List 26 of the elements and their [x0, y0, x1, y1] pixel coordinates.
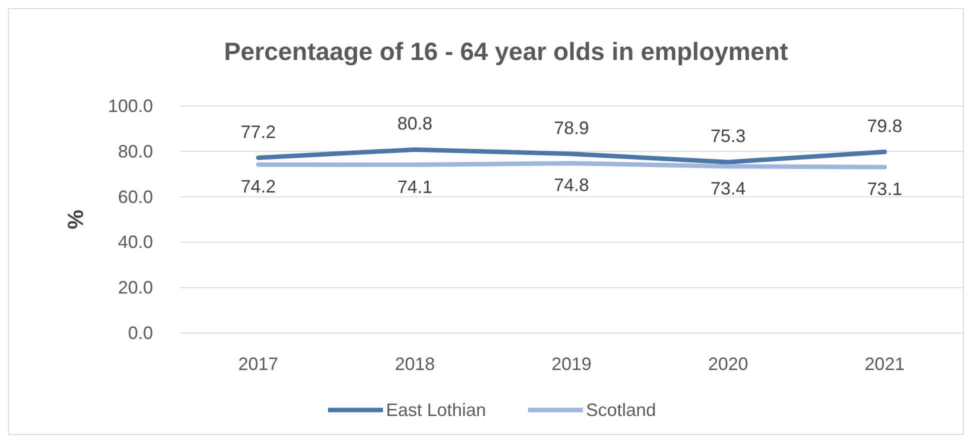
legend-label: East Lothian — [386, 400, 486, 420]
y-axis-title: % — [63, 210, 88, 230]
data-label: 80.8 — [397, 114, 432, 134]
x-tick-label: 2018 — [394, 354, 435, 374]
legend-label: Scotland — [586, 400, 656, 420]
x-tick-label: 2021 — [864, 354, 905, 374]
y-tick-label: 60.0 — [118, 186, 153, 207]
y-tick-label: 80.0 — [118, 141, 153, 162]
data-label: 75.3 — [710, 126, 746, 146]
data-label: 74.8 — [554, 175, 590, 196]
x-tick-label: 2019 — [551, 354, 592, 374]
x-tick-label: 2020 — [708, 354, 748, 374]
y-tick-label: 20.0 — [118, 278, 153, 298]
data-label: 79.8 — [867, 116, 902, 136]
data-label: 77.2 — [240, 122, 276, 142]
chart-title: Percentaage of 16 - 64 year olds in employment — [224, 38, 789, 66]
data-label: 74.2 — [240, 176, 276, 197]
y-tick-label: 40.0 — [118, 232, 153, 252]
data-label: 73.4 — [710, 178, 746, 198]
x-tick-label: 2017 — [238, 354, 278, 374]
y-tick-label: 100.0 — [108, 96, 153, 116]
data-label: 78.9 — [554, 118, 590, 138]
data-label: 73.1 — [867, 179, 902, 200]
y-tick-label: 0.0 — [128, 323, 153, 343]
data-label: 74.1 — [397, 176, 432, 197]
line-series — [256, 147, 887, 164]
